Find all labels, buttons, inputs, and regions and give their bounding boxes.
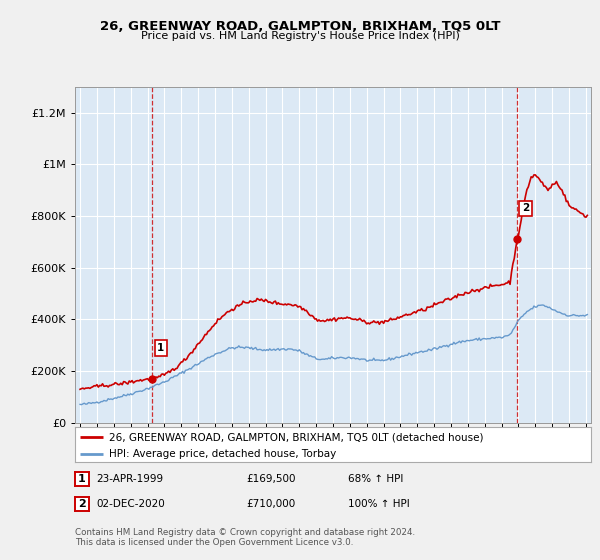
Text: Contains HM Land Registry data © Crown copyright and database right 2024.
This d: Contains HM Land Registry data © Crown c…: [75, 528, 415, 547]
Text: 26, GREENWAY ROAD, GALMPTON, BRIXHAM, TQ5 0LT (detached house): 26, GREENWAY ROAD, GALMPTON, BRIXHAM, TQ…: [109, 432, 483, 442]
Text: 68% ↑ HPI: 68% ↑ HPI: [348, 474, 403, 484]
Text: 02-DEC-2020: 02-DEC-2020: [96, 499, 165, 509]
Text: £710,000: £710,000: [246, 499, 295, 509]
Text: 100% ↑ HPI: 100% ↑ HPI: [348, 499, 410, 509]
Text: 26, GREENWAY ROAD, GALMPTON, BRIXHAM, TQ5 0LT: 26, GREENWAY ROAD, GALMPTON, BRIXHAM, TQ…: [100, 20, 500, 32]
Text: 2: 2: [522, 203, 529, 213]
Text: £169,500: £169,500: [246, 474, 296, 484]
Text: 2: 2: [78, 499, 86, 509]
Text: 1: 1: [78, 474, 86, 484]
Text: 23-APR-1999: 23-APR-1999: [96, 474, 163, 484]
Text: HPI: Average price, detached house, Torbay: HPI: Average price, detached house, Torb…: [109, 449, 336, 459]
Text: 1: 1: [157, 343, 164, 353]
Text: Price paid vs. HM Land Registry's House Price Index (HPI): Price paid vs. HM Land Registry's House …: [140, 31, 460, 41]
